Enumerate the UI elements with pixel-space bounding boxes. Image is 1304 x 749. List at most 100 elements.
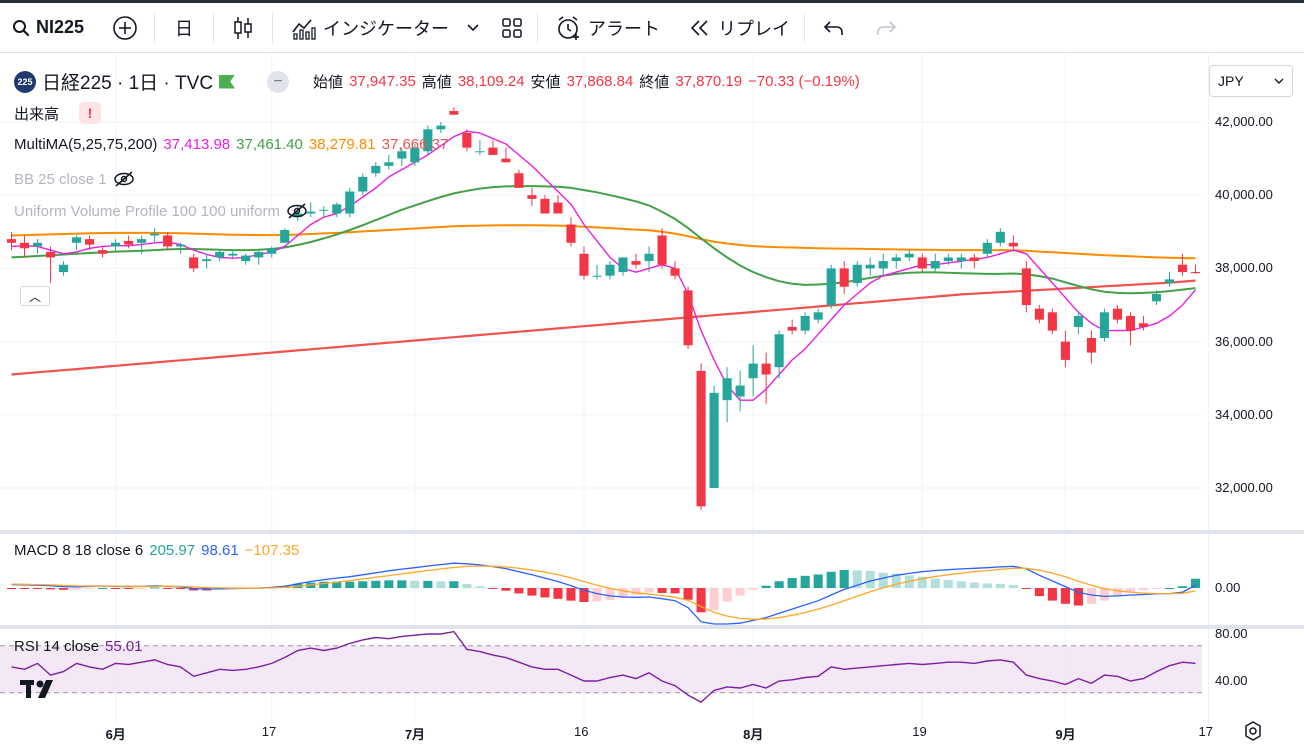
currency-value: JPY [1218, 73, 1244, 89]
compare-symbol-button[interactable] [96, 3, 154, 53]
macd-histogram-bar [1047, 588, 1057, 601]
candle [45, 251, 56, 258]
candle [696, 370, 706, 507]
indicators-dropdown-button[interactable] [459, 3, 487, 53]
candle [293, 213, 303, 218]
warning-icon[interactable]: ! [79, 102, 102, 124]
chart-canvas[interactable] [0, 54, 1304, 749]
candle [761, 363, 771, 375]
tradingview-logo[interactable] [20, 676, 62, 700]
macd-histogram-bar [982, 583, 992, 588]
macd-histogram-bar [58, 588, 69, 590]
macd-hist-value: 205.97 [149, 542, 196, 559]
pane-separator[interactable] [0, 625, 1304, 629]
candle [657, 235, 667, 265]
pane-separator[interactable] [0, 530, 1304, 534]
alert-button[interactable]: アラート [538, 3, 674, 53]
replay-button[interactable]: リプレイ [674, 3, 804, 53]
candle [839, 268, 849, 287]
volume-profile-legend[interactable]: Uniform Volume Profile 100 100 uniform [14, 200, 308, 222]
chevron-down-icon [467, 23, 479, 31]
replay-icon [690, 19, 708, 36]
candle [475, 151, 485, 153]
candle [449, 111, 459, 115]
layout-templates-button[interactable] [487, 3, 537, 53]
plus-circle-icon [113, 15, 137, 40]
toolbar-separator [272, 12, 274, 43]
macd-histogram-bar [813, 574, 823, 588]
volume-legend[interactable]: 出来高 ! [14, 102, 102, 124]
redo-button[interactable] [863, 3, 909, 53]
open-value: 37,947.35 [349, 73, 416, 90]
candle [436, 125, 446, 130]
macd-histogram-bar [878, 572, 888, 588]
macd-histogram-bar [488, 588, 498, 589]
candle [254, 251, 264, 258]
chart-type-button[interactable] [214, 3, 272, 53]
indicators-icon [292, 18, 316, 40]
low-label: 安値 [530, 74, 561, 91]
undo-button[interactable] [805, 3, 863, 53]
candle [228, 253, 238, 256]
candle [371, 165, 381, 174]
candle [1099, 312, 1109, 338]
candle [501, 158, 511, 163]
candle [618, 257, 628, 273]
macd-histogram-bar [618, 588, 628, 598]
time-axis-label: 8月 [743, 727, 764, 742]
macd-legend[interactable]: MACD 8 18 close 6 205.97 98.61 −107.35 [14, 542, 299, 559]
toolbar-separator [804, 12, 806, 43]
rsi-legend[interactable]: RSI 14 close 55.01 [14, 638, 143, 655]
macd-histogram-bar [436, 581, 446, 588]
settings-gear-icon[interactable] [1242, 720, 1264, 742]
bb-legend[interactable]: BB 25 close 1 [14, 168, 135, 190]
price-axis-label: 32,000.00 [1215, 480, 1273, 495]
macd-line [11, 562, 1196, 625]
macd-histogram-bar [787, 578, 797, 588]
macd-histogram-bar [722, 588, 732, 602]
symbol-badge: 225 [14, 70, 36, 93]
candle [85, 239, 95, 245]
multima-label: MultiMA(5,25,75,200) [14, 136, 158, 153]
chart-area[interactable]: 225 日経225 · 1日 · TVC − 始値 37,947.35 高値 38,… [0, 54, 1304, 749]
macd-histogram-bar [176, 588, 186, 589]
ma75-line [11, 224, 1196, 260]
top-border [0, 0, 1304, 3]
toolbar-separator [154, 12, 156, 43]
candle [267, 248, 277, 254]
macd-histogram-bar [475, 586, 485, 588]
ma5-line [11, 130, 1197, 401]
macd-histogram-bar [19, 588, 30, 589]
close-label: 終値 [639, 74, 670, 91]
close-value: 37,870.19 [675, 73, 743, 90]
candle [124, 240, 134, 245]
macd-histogram-bar [384, 580, 394, 588]
collapse-legends-button[interactable]: ︿ [20, 286, 50, 306]
interval-button[interactable]: 日 [155, 3, 213, 53]
high-value: 38,109.24 [457, 73, 525, 90]
candle [176, 244, 186, 247]
symbol-search-button[interactable]: NI225 [0, 3, 96, 53]
macd-histogram-bar [1021, 588, 1031, 589]
candle [345, 191, 355, 214]
eye-off-icon[interactable] [113, 168, 135, 190]
candle [605, 264, 615, 276]
chevron-down-icon [1274, 78, 1284, 84]
candle [358, 176, 368, 192]
candle [98, 250, 108, 254]
candle [1021, 268, 1031, 305]
macd-histogram-bar [1034, 588, 1044, 597]
eye-off-icon[interactable] [286, 200, 308, 222]
indicators-button[interactable]: インジケーター [273, 3, 459, 53]
currency-select[interactable]: JPY [1209, 65, 1293, 97]
candle [137, 239, 147, 243]
candle [280, 229, 290, 243]
macd-histogram-bar [852, 570, 862, 588]
candle [787, 326, 797, 331]
candle [72, 237, 82, 243]
candlestick-icon [234, 16, 252, 39]
multima-legend[interactable]: MultiMA(5,25,75,200) 37,413.98 37,461.40… [14, 136, 448, 153]
collapse-legend-button[interactable]: − [267, 70, 290, 93]
price-axis-label: 40,000.00 [1215, 187, 1273, 203]
candle [1073, 315, 1083, 327]
